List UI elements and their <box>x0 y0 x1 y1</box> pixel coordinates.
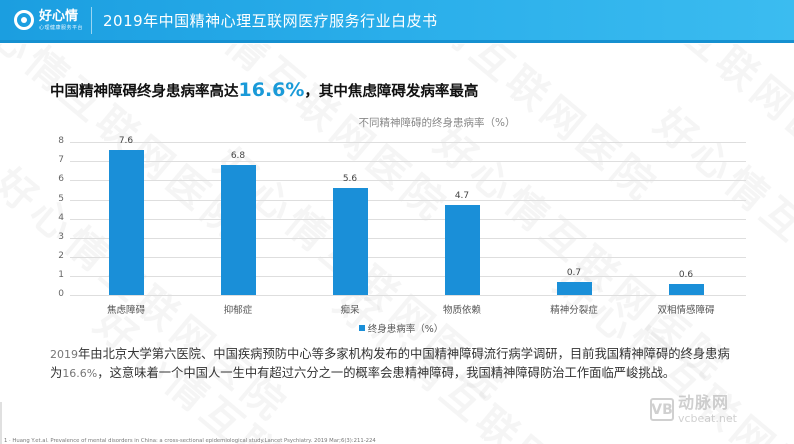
y-tick-label: 2 <box>58 250 64 261</box>
bar-value-label: 6.8 <box>230 151 246 162</box>
vb-logo-icon: VB <box>650 398 674 421</box>
bar <box>220 165 256 295</box>
y-tick-label: 1 <box>58 269 64 280</box>
bar <box>556 281 592 295</box>
body-paragraph: 2019年由北京大学第六医院、中国疾病预防中心等多家机构发布的中国精神障碍流行病… <box>50 345 740 383</box>
bar <box>444 205 480 295</box>
logo-name: 好心情 <box>39 8 79 24</box>
heart-logo-icon <box>14 10 34 30</box>
header-bar: 好心情 心理健康服务平台 2019年中国精神心理互联网医疗服务行业白皮书 <box>0 0 794 40</box>
x-category-label: 焦虑障碍 <box>106 305 145 316</box>
report-title: 2019年中国精神心理互联网医疗服务行业白皮书 <box>103 12 438 30</box>
header-underline <box>0 40 794 43</box>
y-tick-label: 4 <box>58 212 64 223</box>
legend-swatch-icon <box>358 325 365 331</box>
y-tick-label: 0 <box>58 289 64 299</box>
slide-headline: 中国精神障碍终身患病率高达16.6%，其中焦虑障碍发病率最高 <box>50 79 478 101</box>
bar-value-label: 4.7 <box>454 191 470 202</box>
chart-title: 不同精神障碍的终身患病率（%） <box>358 117 516 129</box>
rate-number: 16.6% <box>62 367 98 380</box>
bar-value-label: 0.7 <box>566 267 582 278</box>
body-text-2: ，这意味着一个中国人一生中有超过六分之一的概率会患精神障碍，我国精神障碍防治工作… <box>97 366 676 380</box>
bar <box>332 188 368 295</box>
bar <box>668 283 704 295</box>
headline-suffix: ，其中焦虑障碍发病率最高 <box>304 84 479 100</box>
legend-label: 终身患病率（%） <box>367 324 444 335</box>
gridline <box>70 199 746 201</box>
bar <box>108 149 144 295</box>
gridline <box>70 142 746 144</box>
gridline <box>70 237 746 239</box>
vcbeat-watermark-logo: VB 动脉网 vcbeat.net <box>650 395 737 424</box>
app-logo: 好心情 心理健康服务平台 <box>14 6 83 34</box>
x-category-label: 物质依赖 <box>442 305 481 316</box>
brand-name: 动脉网 <box>678 393 730 412</box>
chart-legend: 终身患病率（%） <box>0 321 794 335</box>
y-tick-label: 3 <box>58 231 64 242</box>
footnote-marker <box>0 402 2 444</box>
gridline <box>70 161 746 163</box>
x-category-label: 抑郁症 <box>223 305 253 316</box>
headline-highlight: 16.6% <box>238 79 305 101</box>
y-tick-label: 6 <box>58 174 64 185</box>
headline-prefix: 中国精神障碍终身患病率高达 <box>50 84 239 100</box>
y-tick-label: 7 <box>58 155 64 166</box>
y-tick-label: 8 <box>58 136 64 147</box>
x-category-label: 痴呆 <box>340 305 360 316</box>
header-divider <box>91 7 92 34</box>
gridline <box>70 180 746 182</box>
year-number: 2019 <box>50 348 78 361</box>
gridline <box>70 218 746 220</box>
gridline <box>70 295 746 296</box>
x-category-label: 双相情感障碍 <box>657 305 715 316</box>
citation-footnote: 1 · Huang Y.et.al. Prevalence of mental … <box>4 438 376 444</box>
body-text-1: 年由北京大学第六医院、中国疾病预防中心等多家机构发布的中国精神障碍流行病学调研，… <box>50 347 730 380</box>
y-tick-label: 5 <box>58 193 64 204</box>
brand-url: vcbeat.net <box>678 412 737 425</box>
gridline <box>70 256 746 258</box>
gridline <box>70 275 746 277</box>
logo-tagline: 心理健康服务平台 <box>39 24 84 31</box>
bar-value-label: 5.6 <box>342 174 358 185</box>
bar-value-label: 7.6 <box>118 135 134 146</box>
bar-value-label: 0.6 <box>678 269 694 280</box>
x-category-label: 精神分裂症 <box>550 305 598 316</box>
